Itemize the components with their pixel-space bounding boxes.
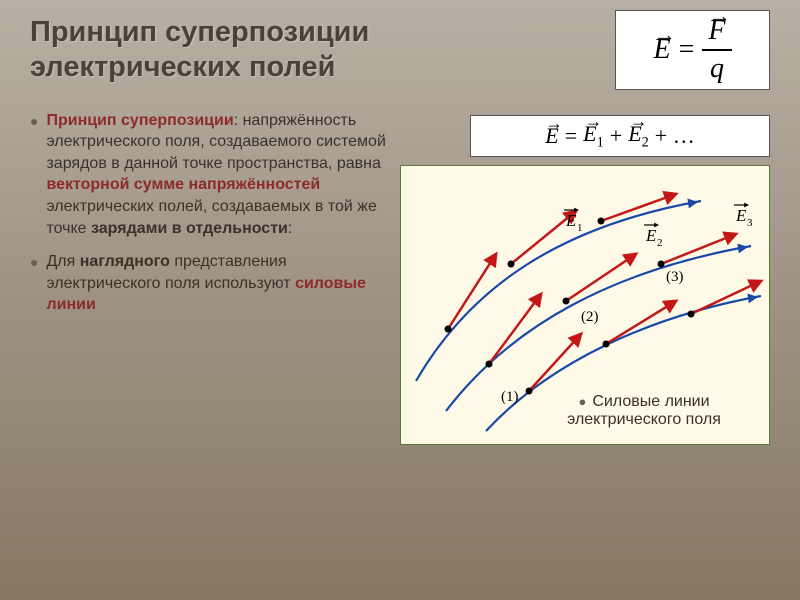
- bullet-text: Для наглядного представления электрическ…: [46, 251, 390, 316]
- vector-e: E: [653, 34, 670, 66]
- svg-text:E: E: [735, 206, 747, 225]
- svg-text:(2): (2): [581, 309, 599, 325]
- svg-text:3: 3: [747, 217, 753, 229]
- svg-text:E: E: [645, 226, 657, 245]
- svg-text:E: E: [565, 211, 577, 230]
- bullet-list: ●Принцип суперпозиции: напряжённость эле…: [30, 110, 400, 328]
- bullet-dot-icon: ●: [578, 394, 586, 409]
- svg-text:(1): (1): [501, 389, 519, 405]
- svg-text:(3): (3): [666, 269, 684, 285]
- bullet-item: ●Принцип суперпозиции: напряжённость эле…: [30, 110, 390, 240]
- bullet-dot-icon: ●: [30, 113, 38, 240]
- bullet-item: ●Для наглядного представления электричес…: [30, 251, 390, 316]
- slide-title: Принцип суперпозиции электрических полей: [30, 15, 550, 85]
- diagram-caption: ●Силовые линии электрического поля: [534, 393, 754, 429]
- bullet-dot-icon: ●: [30, 254, 38, 316]
- svg-text:2: 2: [657, 237, 663, 249]
- slide: Принцип суперпозиции электрических полей…: [0, 0, 800, 600]
- svg-text:1: 1: [577, 222, 583, 234]
- formula-e-equals-f-over-q: E = F q: [615, 10, 770, 90]
- bullet-text: Принцип суперпозиции: напряжённость элек…: [46, 110, 390, 240]
- vector-f: F: [708, 15, 725, 47]
- field-lines-diagram: (1)(2)(3)E1E2E3 ●Силовые линии электриче…: [400, 165, 770, 445]
